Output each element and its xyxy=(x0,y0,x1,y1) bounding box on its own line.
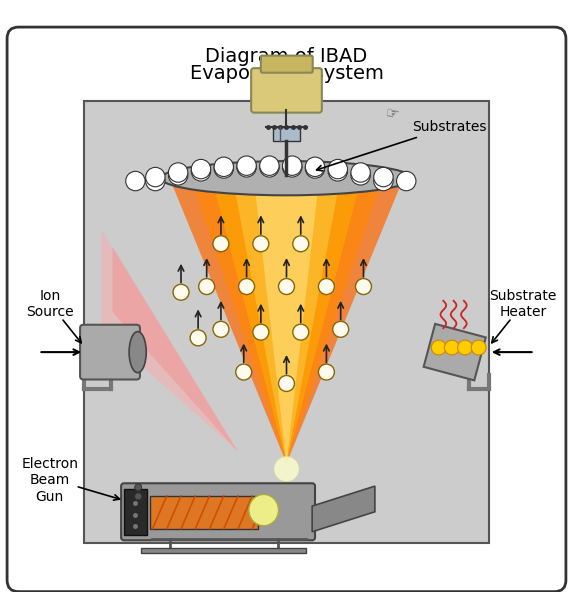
Circle shape xyxy=(173,284,189,300)
FancyBboxPatch shape xyxy=(7,27,566,592)
Circle shape xyxy=(191,162,211,181)
Circle shape xyxy=(293,236,309,252)
Polygon shape xyxy=(211,178,362,463)
Circle shape xyxy=(135,484,142,490)
Ellipse shape xyxy=(161,161,412,196)
FancyBboxPatch shape xyxy=(80,325,140,379)
Circle shape xyxy=(282,156,302,175)
Text: Substrates: Substrates xyxy=(316,120,486,171)
Text: Ion
Source: Ion Source xyxy=(26,289,74,319)
Polygon shape xyxy=(254,178,319,463)
Circle shape xyxy=(431,340,446,355)
Circle shape xyxy=(236,364,252,380)
Circle shape xyxy=(125,172,145,191)
Ellipse shape xyxy=(249,495,278,526)
FancyBboxPatch shape xyxy=(261,56,313,73)
Circle shape xyxy=(146,172,165,191)
Circle shape xyxy=(328,159,347,179)
Circle shape xyxy=(351,166,370,185)
Bar xyxy=(150,496,258,529)
Bar xyxy=(273,127,300,141)
Circle shape xyxy=(260,156,279,175)
Circle shape xyxy=(471,340,486,355)
Circle shape xyxy=(237,158,256,177)
Circle shape xyxy=(135,484,142,490)
Circle shape xyxy=(305,159,325,178)
Circle shape xyxy=(191,159,211,179)
Circle shape xyxy=(293,324,309,340)
Circle shape xyxy=(168,163,188,182)
Circle shape xyxy=(397,172,416,191)
Polygon shape xyxy=(112,246,238,452)
Polygon shape xyxy=(312,486,375,531)
FancyBboxPatch shape xyxy=(121,483,315,540)
Circle shape xyxy=(374,172,393,191)
Circle shape xyxy=(238,278,254,294)
Bar xyxy=(124,489,147,535)
Circle shape xyxy=(374,167,393,187)
Circle shape xyxy=(458,340,472,355)
Circle shape xyxy=(319,364,335,380)
Text: Electron
Beam
Gun: Electron Beam Gun xyxy=(21,457,79,504)
Polygon shape xyxy=(191,178,382,463)
Polygon shape xyxy=(233,178,340,463)
Text: Substrate
Heater: Substrate Heater xyxy=(489,289,557,319)
Polygon shape xyxy=(423,324,486,381)
Circle shape xyxy=(274,457,299,482)
Circle shape xyxy=(213,321,229,337)
Circle shape xyxy=(282,158,302,177)
Circle shape xyxy=(214,159,233,178)
Polygon shape xyxy=(170,178,403,463)
Circle shape xyxy=(168,166,188,185)
Circle shape xyxy=(319,278,335,294)
Circle shape xyxy=(213,236,229,252)
Bar xyxy=(84,101,489,543)
Circle shape xyxy=(214,157,233,177)
Bar xyxy=(141,547,307,554)
Circle shape xyxy=(333,321,348,337)
Circle shape xyxy=(445,340,460,355)
Circle shape xyxy=(253,236,269,252)
Circle shape xyxy=(135,493,142,500)
Circle shape xyxy=(328,162,347,181)
Circle shape xyxy=(355,278,371,294)
Polygon shape xyxy=(101,229,238,452)
Circle shape xyxy=(253,324,269,340)
Circle shape xyxy=(260,158,279,177)
Circle shape xyxy=(199,278,215,294)
Circle shape xyxy=(135,493,142,500)
Circle shape xyxy=(190,330,206,346)
FancyBboxPatch shape xyxy=(251,68,322,113)
Circle shape xyxy=(351,163,370,182)
Ellipse shape xyxy=(129,332,146,373)
Circle shape xyxy=(305,157,325,177)
Text: Evaporation system: Evaporation system xyxy=(190,64,383,83)
Text: ☞: ☞ xyxy=(384,105,400,123)
Circle shape xyxy=(146,167,165,187)
Circle shape xyxy=(278,376,295,392)
Circle shape xyxy=(278,278,295,294)
Text: Diagram of IBAD: Diagram of IBAD xyxy=(205,47,368,66)
Circle shape xyxy=(237,156,256,175)
